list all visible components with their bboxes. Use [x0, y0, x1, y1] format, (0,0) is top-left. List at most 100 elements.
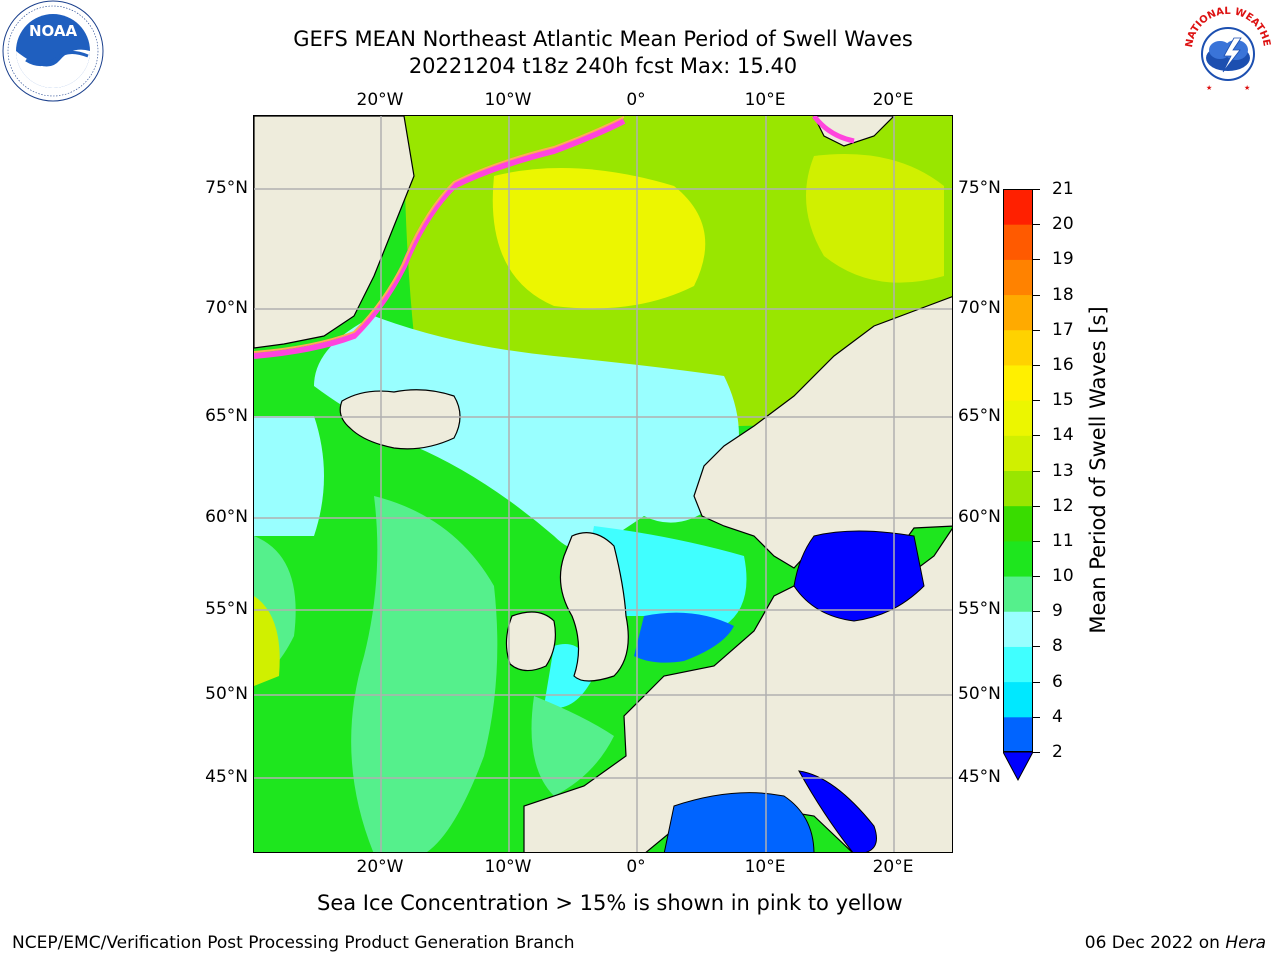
map-panel: [253, 115, 953, 853]
sea-ice-edge-svalbard: [812, 116, 855, 144]
footer-host: Hera: [1225, 933, 1266, 953]
colorbar-tick-mark: [1033, 681, 1040, 683]
colorbar-segment: [1003, 611, 1033, 647]
colorbar-tick-mark: [1033, 752, 1040, 753]
biscay-swell: [531, 696, 614, 796]
colorbar-tick-mark: [1033, 259, 1040, 261]
swell-band-13s: [806, 154, 944, 283]
colorbar-tick-label: 16: [1052, 354, 1074, 375]
colorbar-label: Mean Period of Swell Waves [s]: [1086, 306, 1110, 634]
iceland: [339, 389, 461, 450]
colorbar-segment: [1003, 224, 1033, 260]
lon-label-bottom: 20°E: [872, 857, 914, 877]
swell-band-9s-central: [351, 496, 498, 852]
lon-label-bottom: 10°E: [744, 857, 786, 877]
lon-label-top: 0°: [626, 90, 646, 110]
colorbar-tick-mark: [1033, 329, 1040, 331]
lat-label-right: 75°N: [958, 178, 1001, 198]
mediterranean-sea: [663, 792, 815, 852]
colorbar-tick-mark: [1033, 224, 1040, 226]
colorbar-segment: [1003, 435, 1033, 471]
lon-label-bottom: 20°W: [356, 857, 404, 877]
great-britain: [559, 532, 629, 682]
colorbar-tick-label: 6: [1052, 671, 1063, 692]
colorbar-tick-mark: [1033, 294, 1040, 296]
lat-label-left: 75°N: [205, 178, 248, 198]
colorbar-tick-mark: [1033, 646, 1040, 648]
colorbar-segment: [1003, 400, 1033, 436]
colorbar-segment: [1003, 576, 1033, 612]
colorbar-tick-mark: [1033, 435, 1040, 437]
colorbar-tick-mark: [1033, 470, 1040, 472]
graticule: [254, 116, 952, 852]
adriatic-sea: [798, 770, 877, 852]
colorbar-tick-label: 20: [1052, 214, 1074, 235]
sea-ice-edge: [254, 118, 626, 359]
colorbar-under-triangle: [1003, 752, 1033, 782]
colorbar-tick-label: 10: [1052, 566, 1074, 587]
colorbar-tick-label: 21: [1052, 179, 1074, 199]
swell-band-8s: [314, 316, 739, 551]
greenland: [254, 116, 415, 349]
lat-label-right: 65°N: [958, 406, 1001, 426]
colorbar-tick-mark: [1033, 505, 1040, 507]
lat-label-left: 45°N: [205, 767, 248, 787]
colorbar-segment: [1003, 294, 1033, 331]
colorbar-segment: [1003, 189, 1033, 225]
colorbar-segment: [1003, 329, 1033, 366]
lat-label-right: 45°N: [958, 767, 1001, 787]
colorbar-tick-label: 15: [1052, 390, 1074, 411]
colorbar-tick-label: 2: [1052, 742, 1063, 762]
nws-star-icon: ★: [1244, 84, 1250, 92]
colorbar-tick-label: 13: [1052, 460, 1074, 481]
colorbar-segment: [1003, 470, 1033, 507]
sea-ice-note: Sea Ice Concentration > 15% is shown in …: [317, 891, 903, 915]
lat-label-left: 50°N: [205, 684, 248, 704]
lon-label-top: 10°W: [484, 90, 532, 110]
colorbar-tick-mark: [1033, 576, 1040, 578]
lat-label-left: 55°N: [205, 599, 248, 619]
nws-star-icon: ★: [1206, 84, 1212, 92]
colorbar-segment: [1003, 540, 1033, 577]
nws-logo: NATIONAL WEATHER SERVICE ★ ★: [1178, 0, 1276, 98]
swell-band-14s: [492, 168, 706, 309]
footer-date-text: 06 Dec 2022 on: [1084, 933, 1226, 953]
colorbar-tick-mark: [1033, 189, 1040, 190]
chart-title: GEFS MEAN Northeast Atlantic Mean Period…: [293, 27, 913, 51]
colorbar-segment: [1003, 716, 1033, 752]
swell-band-8s-west: [254, 416, 324, 536]
colorbar-tick-label: 12: [1052, 495, 1074, 516]
colorbar-segment: [1003, 364, 1033, 401]
lat-label-right: 70°N: [958, 298, 1001, 318]
chart-subtitle-run: 20221204 t18z 240h fcst Max: 15.40: [408, 54, 798, 78]
ireland: [505, 611, 556, 672]
noaa-logo: NOAA: [2, 0, 104, 102]
colorbar-tick-mark: [1033, 540, 1040, 542]
lon-label-bottom: 0°: [626, 857, 646, 877]
lat-label-right: 60°N: [958, 507, 1001, 527]
lat-label-right: 55°N: [958, 599, 1001, 619]
noaa-logo-text: NOAA: [29, 22, 78, 40]
colorbar-tick-mark: [1033, 716, 1040, 718]
colorbar-tick-mark: [1033, 364, 1040, 366]
footer-date: 06 Dec 2022 on Hera: [1085, 933, 1266, 953]
channel-swell: [634, 612, 734, 663]
colorbar-segment: [1003, 505, 1033, 542]
lon-label-top: 20°E: [872, 90, 914, 110]
colorbar: [1003, 189, 1033, 752]
colorbar-tick-label: 8: [1052, 636, 1063, 657]
baltic-sea: [793, 530, 925, 622]
colorbar-tick-label: 14: [1052, 425, 1074, 446]
colorbar-segment: [1003, 681, 1033, 718]
lon-label-bottom: 10°W: [484, 857, 532, 877]
lon-label-top: 20°W: [356, 90, 404, 110]
lat-label-left: 65°N: [205, 406, 248, 426]
sea-ice-edge-yellow: [254, 116, 625, 353]
swell-band-13s-west: [254, 596, 280, 686]
colorbar-tick-label: 9: [1052, 601, 1063, 622]
lat-label-left: 60°N: [205, 507, 248, 527]
lat-label-right: 50°N: [958, 684, 1001, 704]
colorbar-tick-label: 18: [1052, 284, 1074, 305]
colorbar-tick-label: 4: [1052, 706, 1063, 727]
colorbar-segment: [1003, 259, 1033, 296]
